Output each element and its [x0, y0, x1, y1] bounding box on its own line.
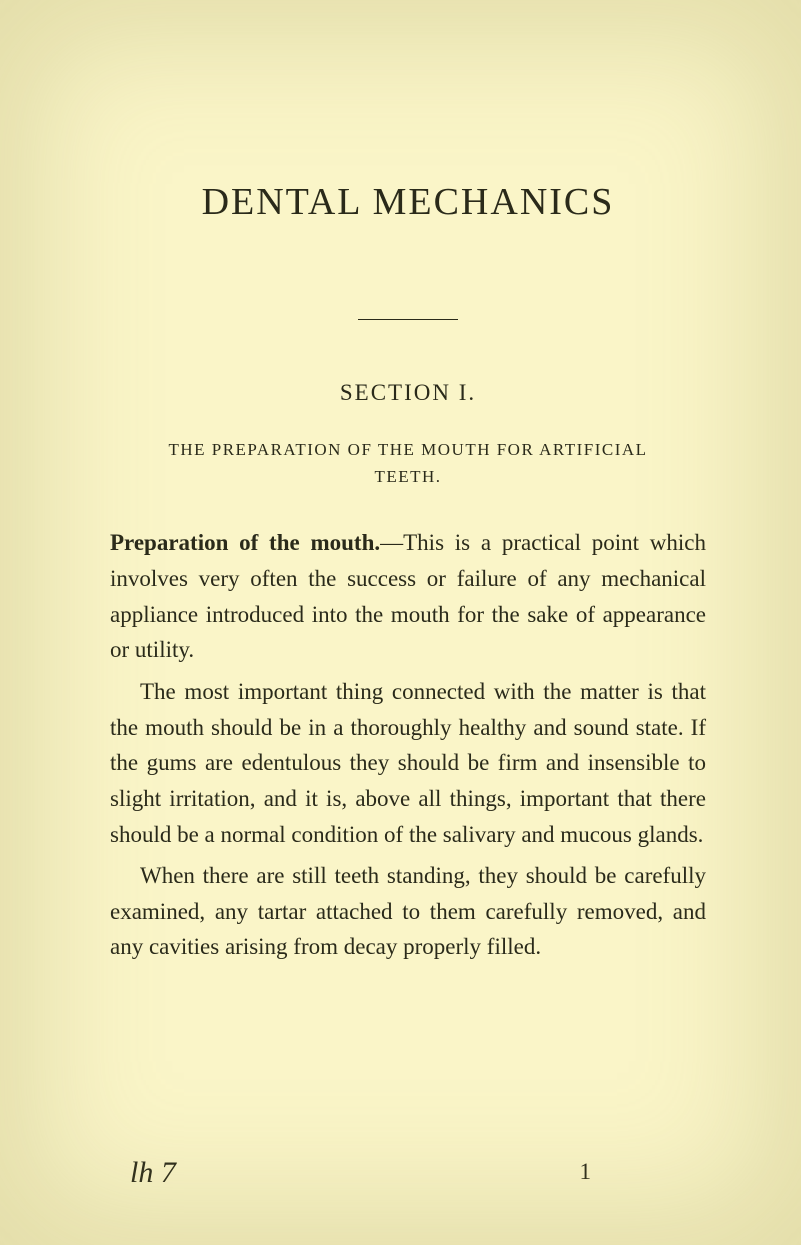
section-heading: SECTION I.	[110, 380, 706, 406]
section-divider	[358, 319, 458, 320]
handwritten-annotation: lh 7	[130, 1156, 176, 1190]
subtitle-line-1: THE PREPARATION OF THE MOUTH FOR ARTIFIC…	[168, 440, 647, 459]
paragraph-text: The most important thing connected with …	[110, 679, 706, 847]
book-title: DENTAL MECHANICS	[110, 180, 706, 224]
subtitle-line-2: TEETH.	[374, 467, 441, 486]
body-paragraph-1: Preparation of the mouth.—This is a prac…	[110, 525, 706, 668]
paragraph-lead: Preparation of the mouth.	[110, 530, 380, 555]
paragraph-text: When there are still teeth standing, the…	[110, 863, 706, 959]
page-number: 1	[580, 1159, 592, 1185]
body-paragraph-2: The most important thing connected with …	[110, 674, 706, 852]
section-subtitle: THE PREPARATION OF THE MOUTH FOR ARTIFIC…	[110, 436, 706, 490]
book-page: DENTAL MECHANICS SECTION I. THE PREPARAT…	[0, 0, 801, 1031]
body-paragraph-3: When there are still teeth standing, the…	[110, 858, 706, 965]
